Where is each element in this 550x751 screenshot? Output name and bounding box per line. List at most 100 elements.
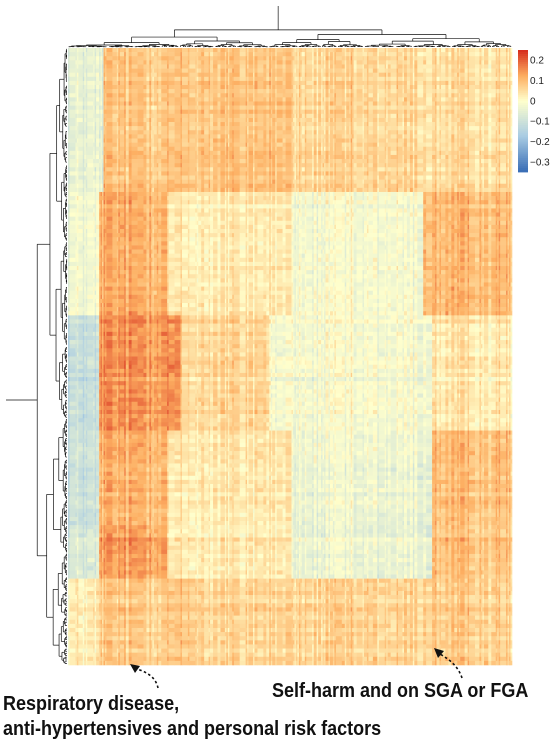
heatmap-cell: [94, 97, 97, 102]
heatmap-cell: [116, 117, 119, 123]
heatmap-cell: [161, 97, 168, 102]
row-dendrogram: [6, 48, 68, 664]
heatmap-cell: [386, 122, 388, 127]
heatmap-cell: [78, 142, 84, 148]
heatmap-cell: [396, 48, 399, 53]
heatmap-cell: [406, 48, 411, 53]
heatmap-cell: [204, 68, 209, 73]
heatmap-cell: [507, 105, 510, 110]
heatmap-cell: [78, 60, 84, 65]
heatmap-cell: [426, 126, 433, 131]
heatmap-cell: [509, 76, 511, 82]
heatmap-cell: [180, 122, 183, 127]
heatmap-cell: [187, 60, 190, 65]
heatmap-cell: [362, 105, 365, 110]
heatmap-cell: [233, 117, 240, 123]
heatmap-cell: [454, 56, 458, 61]
heatmap-cell: [325, 130, 329, 135]
heatmap-cell: [116, 101, 119, 106]
heatmap-cell: [332, 80, 335, 86]
heatmap-cell: [366, 101, 369, 106]
heatmap-cell: [409, 101, 414, 106]
heatmap-cell: [168, 93, 175, 98]
heatmap-cell: [368, 85, 374, 90]
heatmap-cell: [285, 68, 292, 73]
heatmap-cell: [297, 64, 300, 69]
heatmap-cell: [440, 52, 446, 57]
heatmap-cell: [390, 52, 397, 57]
heatmap-cell: [432, 93, 436, 98]
heatmap-cell: [156, 80, 159, 86]
heatmap-cell: [94, 109, 97, 115]
heatmap-cell: [124, 117, 127, 123]
heatmap-cell: [398, 130, 403, 135]
heatmap-cell: [119, 109, 125, 115]
heatmap-cell: [329, 126, 334, 131]
heatmap-cell: [201, 126, 205, 131]
heatmap-cell: [112, 130, 118, 135]
heatmap-cell: [124, 76, 127, 82]
heatmap-cell: [226, 93, 229, 98]
heatmap-cell: [483, 60, 489, 65]
heatmap-cell: [423, 80, 427, 86]
heatmap-cell: [84, 64, 87, 69]
heatmap-cell: [196, 52, 199, 57]
heatmap-cell: [198, 93, 202, 98]
heatmap-cell: [150, 52, 153, 57]
heatmap-cell: [275, 134, 277, 139]
heatmap-cell: [349, 68, 351, 73]
heatmap-cell: [220, 142, 226, 148]
heatmap-cell: [137, 105, 144, 110]
heatmap-cell: [500, 93, 507, 98]
heatmap-cell: [294, 48, 297, 53]
heatmap-cell: [349, 113, 351, 119]
heatmap-cell: [131, 48, 138, 53]
heatmap-cell: [213, 76, 218, 82]
heatmap-cell: [475, 113, 480, 119]
heatmap-cell: [448, 105, 452, 110]
heatmap-cell: [414, 52, 418, 57]
heatmap-cell: [435, 80, 437, 86]
heatmap-cell: [321, 76, 323, 82]
heatmap-cell: [116, 89, 119, 94]
heatmap-cell: [272, 68, 276, 73]
heatmap-cell: [350, 97, 353, 102]
heatmap-cell: [291, 105, 294, 110]
heatmap-cell: [229, 56, 233, 61]
heatmap-cell: [168, 97, 175, 102]
heatmap-cell: [253, 113, 255, 119]
heatmap-cell: [137, 122, 144, 127]
heatmap-cell: [334, 101, 337, 106]
heatmap-cell: [248, 89, 254, 94]
heatmap-cell: [298, 76, 301, 82]
heatmap-cell: [239, 64, 246, 69]
heatmap-cell: [167, 52, 169, 57]
heatmap-cell: [125, 105, 129, 110]
heatmap-cell: [344, 138, 347, 143]
heatmap-cell: [313, 126, 317, 131]
heatmap-cell: [346, 48, 350, 53]
heatmap-cell: [247, 109, 249, 115]
heatmap-cell: [506, 80, 508, 86]
heatmap-cell: [149, 109, 152, 115]
heatmap-cell: [103, 72, 106, 78]
heatmap-cell: [270, 117, 273, 123]
heatmap-cell: [124, 134, 127, 139]
heatmap-cell: [210, 72, 214, 78]
heatmap-cell: [201, 85, 205, 90]
heatmap-cell: [248, 122, 254, 127]
heatmap-cell: [227, 72, 230, 78]
heatmap-cell: [313, 97, 317, 102]
heatmap-cell: [76, 109, 79, 115]
heatmap-cell: [76, 48, 79, 53]
heatmap-cell: [432, 122, 436, 127]
heatmap-cell: [276, 105, 283, 110]
heatmap-cell: [386, 113, 388, 119]
heatmap-cell: [158, 130, 162, 135]
heatmap-cell: [149, 126, 152, 131]
heatmap-cell: [253, 56, 255, 61]
heatmap-cell: [75, 109, 78, 115]
heatmap-cell: [269, 48, 272, 53]
heatmap-cell: [158, 138, 162, 143]
heatmap-cell: [312, 126, 314, 131]
